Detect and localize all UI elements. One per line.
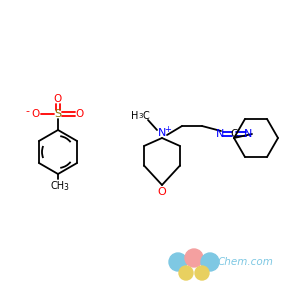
Text: -: - [25, 106, 29, 116]
Text: O: O [158, 187, 166, 197]
Text: 3: 3 [139, 113, 143, 119]
Circle shape [179, 266, 193, 280]
Text: Chem.com: Chem.com [218, 257, 274, 267]
Text: O: O [32, 109, 40, 119]
Text: N: N [244, 129, 252, 139]
Text: O: O [54, 94, 62, 104]
Text: C: C [142, 111, 149, 121]
Text: N: N [158, 128, 166, 138]
Circle shape [201, 253, 219, 271]
Circle shape [185, 249, 203, 267]
Text: C: C [230, 129, 238, 139]
Text: 3: 3 [64, 184, 68, 193]
Text: H: H [131, 111, 139, 121]
Text: CH: CH [51, 181, 65, 191]
Text: O: O [75, 109, 83, 119]
Circle shape [195, 266, 209, 280]
Text: N: N [216, 129, 224, 139]
Text: +: + [165, 124, 171, 134]
Text: S: S [54, 109, 61, 119]
Circle shape [169, 253, 187, 271]
